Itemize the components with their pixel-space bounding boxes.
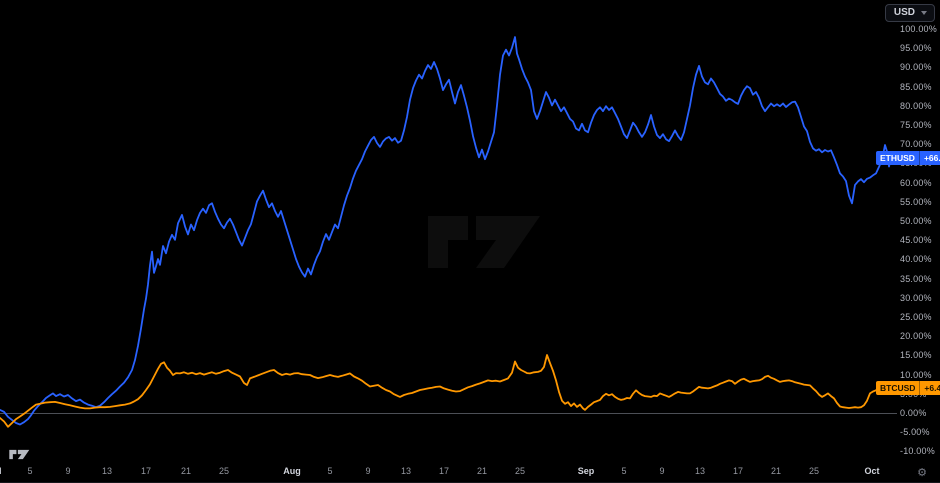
ethusd-symbol-label: ETHUSD [880, 152, 915, 163]
time-axis-label: 17 [732, 466, 744, 476]
time-axis-label: 25 [218, 466, 230, 476]
price-axis-label: 80.00% [900, 100, 932, 111]
time-axis-label: Jul [0, 466, 2, 476]
price-axis-label: 85.00% [900, 81, 932, 92]
price-axis-label: 25.00% [900, 312, 932, 322]
price-axis-label: 15.00% [900, 350, 932, 361]
price-axis-label: 70.00% [900, 139, 932, 150]
price-axis-label: -5.00% [900, 427, 930, 438]
badge-divider [918, 150, 920, 165]
time-axis-label: 5 [327, 466, 333, 476]
price-axis-label: 55.00% [900, 196, 932, 207]
time-axis-label: 13 [694, 466, 706, 476]
ethusd-line[interactable] [0, 36, 892, 426]
price-axis-label: -10.00% [900, 446, 935, 457]
price-axis-label: 50.00% [900, 216, 932, 226]
chevron-down-icon [921, 10, 927, 15]
ethusd-price-badge: ETHUSD +66.52% [876, 150, 940, 165]
price-axis-label: 90.00% [900, 62, 932, 73]
btcusd-symbol-label: BTCUSD [880, 383, 916, 394]
time-axis-label: Aug [283, 466, 301, 476]
price-axis-label: 40.00% [900, 254, 932, 265]
price-axis-label: 100.00% [900, 24, 937, 34]
time-axis-label: 21 [180, 466, 192, 476]
price-axis-label: 95.00% [900, 43, 932, 54]
time-axis-label: 21 [476, 466, 488, 476]
price-axis-label: 0.00% [900, 408, 927, 418]
badge-divider [919, 381, 921, 396]
time-axis-label: 25 [808, 466, 820, 476]
time-axis-label: 9 [659, 466, 665, 476]
time-axis-label: 21 [770, 466, 782, 476]
gear-icon[interactable]: ⚙ [917, 466, 927, 479]
time-axis-label: 25 [514, 466, 526, 476]
price-axis-label: 35.00% [900, 273, 932, 284]
price-axis-label: 75.00% [900, 120, 932, 130]
price-axis-label: 60.00% [900, 177, 932, 188]
price-axis-label: 45.00% [900, 235, 932, 246]
time-axis-label: 13 [101, 466, 113, 476]
time-axis-label: 9 [65, 466, 71, 476]
time-axis-label: Oct [864, 466, 880, 476]
currency-dropdown-button[interactable]: USD [884, 4, 935, 22]
btcusd-change-value: +6.43% [924, 383, 940, 394]
price-axis-label: 30.00% [900, 292, 932, 303]
time-axis-label: 5 [621, 466, 627, 476]
time-axis-label: 17 [438, 466, 450, 476]
price-axis-label: 10.00% [900, 369, 932, 380]
btcusd-line[interactable] [0, 354, 892, 428]
price-axis-label: 20.00% [900, 331, 932, 342]
ethusd-change-value: +66.52% [923, 152, 940, 163]
time-axis[interactable]: Jul 5 9 13 17 21 25 Aug 5 9 13 17 21 25 Sep 5 9 13 17 21 25 O… [0, 461, 940, 482]
currency-dropdown-label: USD [893, 7, 915, 18]
time-axis-label: 5 [27, 466, 33, 476]
tradingview-logo[interactable] [9, 447, 31, 462]
time-axis-label: Sep [577, 466, 595, 476]
time-axis-label: 17 [140, 466, 152, 476]
time-axis-label: 13 [400, 466, 412, 476]
time-axis-label: 9 [365, 466, 371, 476]
btcusd-price-badge: BTCUSD +6.43% [876, 381, 940, 396]
